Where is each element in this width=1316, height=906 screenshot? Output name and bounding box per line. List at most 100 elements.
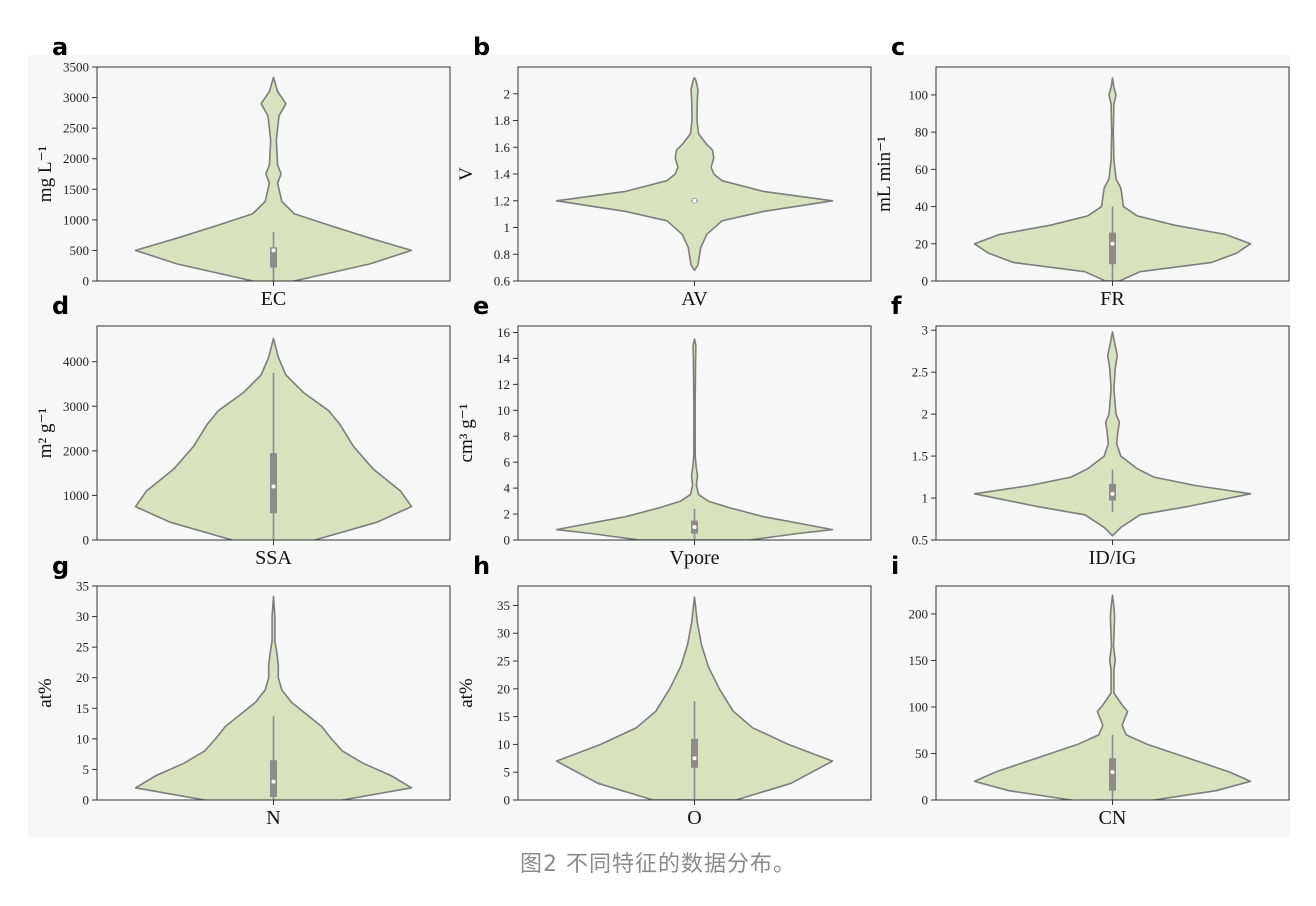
violin-group: [134, 337, 413, 540]
y-tick-label: 0: [83, 793, 90, 808]
panel-letter: a: [52, 33, 68, 61]
y-tick-label: 500: [70, 243, 90, 258]
y-tick-label: 0: [83, 533, 90, 548]
panel-letter: f: [891, 292, 902, 320]
violin-group: [134, 76, 413, 281]
y-tick-label: 2: [504, 507, 511, 522]
violin-body-vpore: [555, 338, 834, 540]
y-tick-label: 1000: [63, 212, 89, 227]
y-tick-label: 40: [915, 199, 928, 214]
median-marker: [270, 247, 277, 254]
y-tick-label: 2: [922, 407, 929, 422]
y-tick-label: 4: [504, 481, 511, 496]
y-axis-label: at%: [456, 678, 477, 708]
y-tick-label: 2000: [63, 443, 89, 458]
panel-letter: h: [473, 552, 490, 580]
box-iqr: [270, 247, 277, 268]
violin-group: [555, 338, 834, 540]
y-tick-label: 0.8: [494, 247, 510, 262]
y-tick-label: 15: [76, 701, 89, 716]
y-tick-label: 3: [922, 323, 929, 338]
violin-group: [973, 77, 1252, 281]
panel-e: 0 2 4 6 8 10 12 14 16 Vpore cm³ g⁻¹ e: [456, 292, 872, 569]
y-tick-label: 10: [76, 731, 89, 746]
category-label: FR: [1100, 288, 1125, 310]
category-label: SSA: [255, 547, 292, 569]
y-tick-label: 25: [497, 654, 510, 669]
panel-c: 0 20 40 60 80 100 FR mL min⁻¹ c: [874, 33, 1290, 310]
y-tick-label: 80: [915, 125, 928, 140]
violin-body-fr: [973, 77, 1252, 281]
y-tick-label: 2500: [63, 121, 89, 136]
panel-d: 0 1000 2000 3000 4000 SSA m² g⁻¹ d: [35, 292, 451, 569]
y-tick-label: 50: [915, 746, 928, 761]
y-tick-label: 0: [504, 533, 511, 548]
y-tick-label: 1: [922, 491, 929, 506]
y-tick-label: 10: [497, 403, 510, 418]
y-tick-label: 16: [497, 325, 511, 340]
panel-g: 0 5 10 15 20 25 30 35 Nat% g: [35, 552, 451, 829]
y-tick-label: 4000: [63, 354, 89, 369]
panel-h: 0 5 10 15 20 25 30 35 Oat% h: [456, 552, 872, 829]
panel-letter: b: [473, 33, 490, 61]
y-axis-label: mL min⁻¹: [874, 136, 895, 212]
box-iqr: [691, 738, 698, 768]
panel-b: 0.6 0.8 1 1.2 1.4 1.6 1.8 2 AV Vb: [456, 33, 872, 310]
y-axis-label: mg L⁻¹: [35, 146, 56, 203]
y-tick-label: 2.5: [912, 365, 928, 380]
y-axis-label: at%: [35, 678, 56, 708]
y-tick-label: 20: [497, 681, 510, 696]
y-tick-label: 12: [497, 377, 510, 392]
category-label: CN: [1099, 807, 1127, 829]
panel-letter: i: [891, 552, 899, 580]
median-marker: [1109, 491, 1116, 497]
y-tick-label: 60: [915, 162, 928, 177]
median-marker: [1109, 769, 1116, 775]
panel-i: 0 50 100 150 200 CN i: [891, 552, 1290, 829]
violin-group: [555, 596, 834, 800]
category-label: Vpore: [670, 547, 720, 569]
panel-letter: d: [52, 292, 69, 320]
y-tick-label: 6: [504, 455, 511, 470]
y-tick-label: 1.8: [494, 113, 510, 128]
y-tick-label: 35: [497, 598, 510, 613]
y-tick-label: 0: [83, 274, 90, 289]
violin-body-av: [555, 76, 834, 272]
y-tick-label: 150: [909, 653, 929, 668]
y-axis-label: cm³ g⁻¹: [456, 403, 477, 462]
y-tick-label: 30: [497, 626, 510, 641]
median-marker: [270, 483, 277, 490]
y-tick-label: 0.5: [912, 533, 928, 548]
y-tick-label: 14: [497, 351, 511, 366]
violin-group: [134, 595, 413, 800]
violin-body-cn: [973, 594, 1252, 800]
panel-letter: g: [52, 552, 69, 580]
y-tick-label: 100: [909, 87, 929, 102]
y-tick-label: 1.5: [912, 449, 928, 464]
y-tick-label: 1.2: [494, 193, 510, 208]
y-tick-label: 0.6: [494, 274, 511, 289]
y-tick-label: 3000: [63, 399, 89, 414]
panel-letter: e: [473, 292, 489, 320]
category-label: O: [687, 807, 701, 829]
panel-a: 0 500 1000 1500 2000 2500 3000 3500 EC mg L⁻¹ a: [35, 33, 451, 310]
violin-body-ec: [134, 76, 413, 281]
violin-group: [555, 76, 834, 272]
y-tick-label: 5: [83, 762, 90, 777]
panel-letter: c: [891, 33, 905, 61]
y-axis-label: m² g⁻¹: [35, 407, 56, 458]
category-label: N: [266, 807, 280, 829]
y-tick-label: 20: [915, 236, 928, 251]
y-tick-label: 1.6: [494, 140, 511, 155]
category-label: AV: [681, 288, 708, 310]
median-marker: [270, 778, 277, 785]
y-tick-label: 1500: [63, 182, 89, 197]
y-tick-label: 0: [504, 793, 511, 808]
median-marker: [691, 197, 698, 204]
y-tick-label: 1000: [63, 488, 89, 503]
violin-body-idig: [973, 331, 1252, 537]
box-iqr: [1109, 232, 1116, 265]
y-tick-label: 35: [76, 579, 89, 594]
